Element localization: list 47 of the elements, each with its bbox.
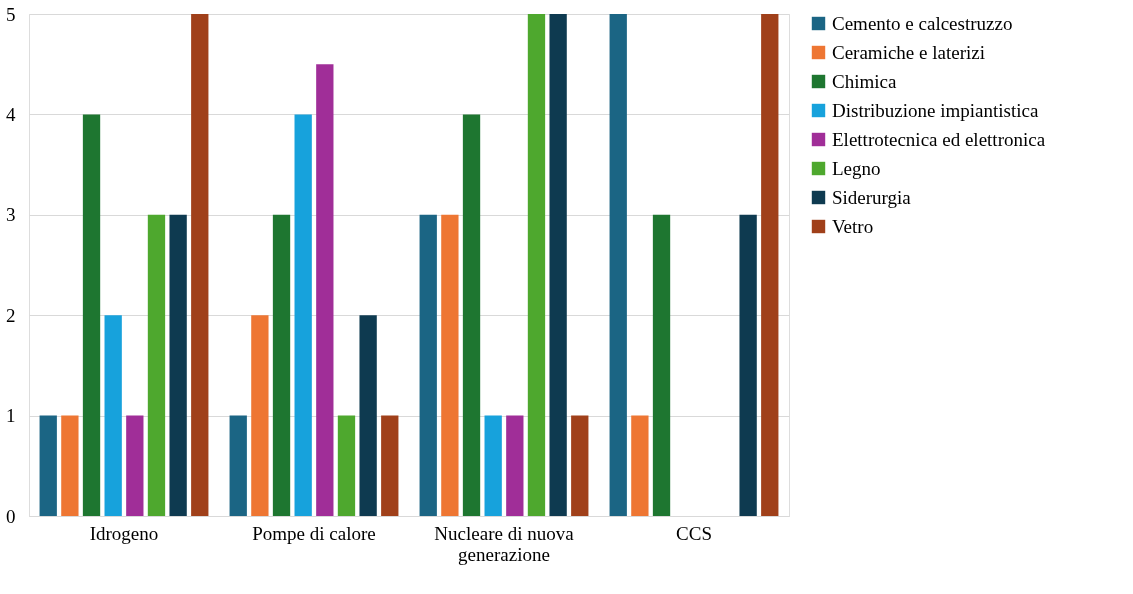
bar	[739, 214, 757, 516]
x-tick-label: Idrogeno	[89, 522, 159, 544]
bar	[61, 415, 79, 516]
bar	[126, 415, 144, 516]
x-tick-label: Nucleare di nuova generazione	[434, 522, 575, 565]
bar	[462, 114, 481, 516]
bar	[652, 214, 671, 516]
bar	[191, 14, 209, 516]
legend-label: Ceramiche e laterizi	[832, 41, 985, 63]
bar	[549, 14, 567, 516]
legend-label: Cemento e calcestruzzo	[832, 12, 1013, 34]
y-tick-label: 4	[6, 103, 16, 125]
bar	[39, 415, 57, 516]
y-tick-label: 1	[6, 405, 16, 427]
legend-label: Legno	[832, 157, 881, 179]
bar	[441, 214, 459, 516]
bar	[82, 114, 101, 516]
legend-label: Distribuzione impiantistica	[832, 99, 1039, 121]
bar	[609, 14, 627, 516]
bar	[169, 214, 187, 516]
bar	[251, 315, 269, 516]
bar	[761, 14, 779, 516]
bar	[147, 214, 166, 516]
legend-label: Elettrotecnica ed elettronica	[832, 128, 1046, 150]
y-tick-label: 3	[6, 204, 16, 226]
x-tick-label: Pompe di calore	[252, 522, 376, 544]
bar	[229, 415, 247, 516]
bar	[381, 415, 399, 516]
bar	[484, 415, 502, 516]
bar	[571, 415, 589, 516]
y-tick-label: 2	[6, 304, 16, 326]
bar	[316, 64, 334, 516]
x-tick-label: CCS	[676, 522, 712, 544]
bar	[419, 214, 437, 516]
bar	[506, 415, 524, 516]
y-tick-label: 5	[6, 3, 16, 25]
bar	[294, 114, 312, 516]
bar	[272, 214, 291, 516]
bar	[527, 14, 546, 516]
legend-label: Vetro	[832, 215, 874, 237]
legend-label: Siderurgia	[832, 186, 912, 208]
legend-label: Chimica	[832, 70, 897, 92]
bar	[631, 415, 649, 516]
y-tick-label: 0	[6, 505, 16, 527]
bar	[337, 415, 356, 516]
bar	[104, 315, 122, 516]
bar	[359, 315, 377, 516]
